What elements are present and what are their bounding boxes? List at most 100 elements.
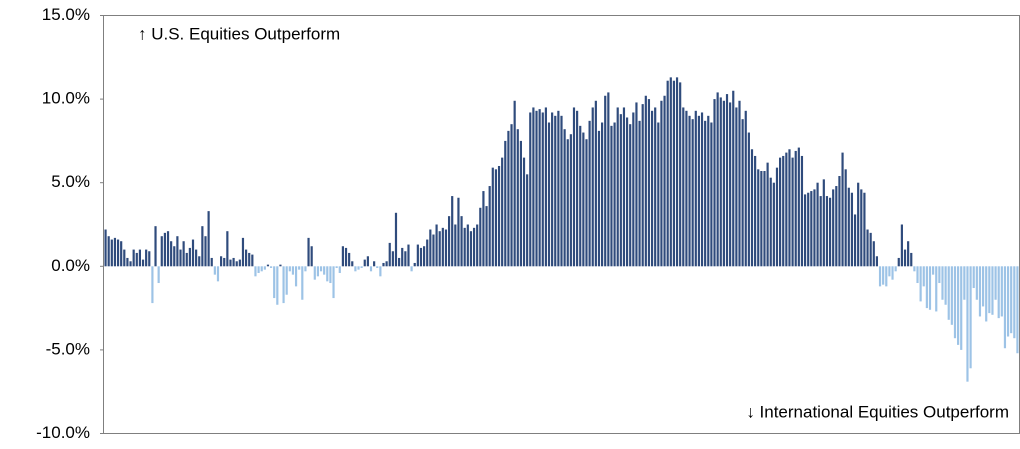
bar	[616, 107, 619, 267]
bar	[263, 266, 266, 270]
bar	[828, 197, 832, 267]
bar	[657, 122, 660, 267]
bar	[441, 227, 444, 267]
bar	[391, 251, 394, 267]
bar	[907, 241, 910, 267]
bar	[326, 266, 329, 282]
bar	[622, 107, 626, 267]
bar	[291, 266, 295, 275]
bar	[182, 241, 185, 267]
bar	[694, 110, 697, 267]
bar	[282, 266, 285, 304]
bar	[988, 266, 991, 314]
bar	[419, 247, 423, 267]
bar	[504, 140, 507, 267]
bar	[348, 252, 351, 267]
bar	[170, 241, 173, 267]
bar	[351, 261, 354, 267]
bar	[582, 132, 585, 267]
bar	[251, 254, 254, 267]
bar	[423, 246, 426, 267]
bar	[363, 259, 366, 267]
bar	[373, 261, 376, 267]
bar	[941, 266, 944, 300]
bar	[198, 256, 201, 267]
bar	[444, 229, 448, 267]
bar	[466, 224, 469, 267]
bar	[707, 115, 710, 267]
bar	[201, 226, 204, 267]
y-tick-label: -5.0%	[46, 339, 90, 358]
bar	[407, 244, 410, 267]
bar	[398, 257, 401, 267]
bar	[266, 264, 270, 267]
bar	[572, 107, 576, 267]
y-tick-label: 5.0%	[51, 172, 90, 191]
bar	[610, 125, 613, 267]
bar	[666, 80, 669, 267]
bar	[510, 124, 513, 267]
bar	[432, 234, 435, 267]
y-tick-label: -10.0%	[36, 423, 90, 442]
bar	[888, 266, 891, 277]
bar	[148, 251, 151, 267]
bar	[601, 122, 604, 267]
bar	[310, 246, 313, 267]
bar	[894, 266, 897, 272]
bar	[229, 259, 232, 267]
bar	[232, 257, 235, 267]
bar	[279, 264, 282, 267]
bar	[429, 229, 432, 267]
bar	[900, 224, 903, 267]
bar	[435, 224, 438, 267]
bar	[151, 266, 154, 304]
bar	[1013, 266, 1016, 339]
bar	[607, 92, 610, 267]
bar	[832, 189, 835, 267]
bar	[853, 214, 857, 267]
bar	[163, 232, 166, 267]
bar	[532, 107, 535, 267]
bar	[179, 249, 182, 267]
bar	[497, 165, 501, 267]
bar	[682, 107, 685, 267]
bar	[679, 82, 682, 267]
bar	[963, 266, 966, 300]
bar	[891, 266, 894, 280]
bar	[460, 216, 463, 267]
bar	[838, 176, 841, 267]
bar	[307, 237, 310, 267]
bar	[975, 266, 978, 300]
bar	[354, 266, 357, 272]
bar	[160, 236, 163, 267]
bar	[916, 266, 919, 284]
bar	[869, 232, 872, 267]
bar	[760, 170, 763, 267]
bar	[304, 266, 307, 272]
bar	[579, 125, 582, 267]
bar	[120, 241, 123, 267]
bar	[807, 192, 810, 267]
y-tick-label: 0.0%	[51, 256, 90, 275]
bar	[716, 92, 719, 267]
bar	[629, 124, 632, 267]
bar	[257, 266, 260, 273]
bar	[241, 237, 245, 267]
bar	[269, 266, 273, 268]
bar	[782, 155, 785, 267]
bar	[588, 120, 591, 267]
bar	[416, 244, 419, 267]
bar	[810, 191, 813, 267]
bar	[744, 110, 747, 267]
bar	[763, 170, 766, 267]
bar	[451, 196, 454, 267]
bar	[138, 249, 142, 267]
bar	[476, 224, 479, 267]
bar	[301, 266, 304, 300]
bar	[800, 155, 804, 267]
bar	[254, 266, 257, 277]
bar	[472, 227, 476, 267]
bar	[750, 149, 754, 267]
bar	[738, 100, 741, 267]
bar	[123, 249, 126, 267]
